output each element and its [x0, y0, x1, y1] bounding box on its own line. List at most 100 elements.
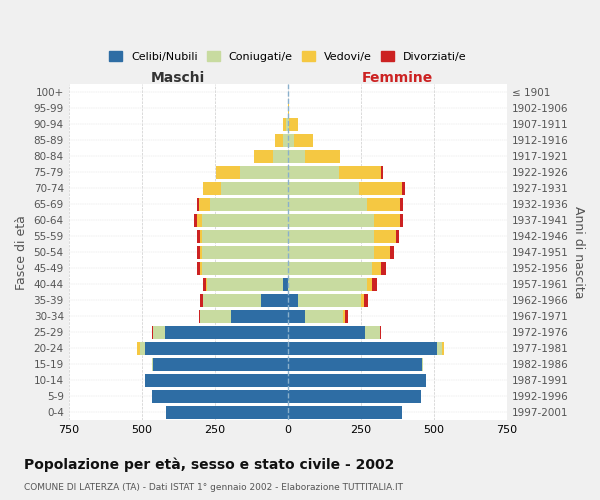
- Bar: [200, 246, 202, 259]
- Bar: [166, 406, 287, 418]
- Bar: [293, 134, 313, 147]
- Bar: [400, 198, 403, 211]
- Bar: [200, 294, 203, 307]
- Bar: [203, 182, 221, 195]
- Bar: [305, 310, 343, 323]
- Bar: [287, 262, 373, 275]
- Bar: [287, 118, 289, 131]
- Bar: [231, 310, 287, 323]
- Bar: [343, 310, 344, 323]
- Bar: [298, 294, 361, 307]
- Text: Femmine: Femmine: [362, 72, 433, 86]
- Bar: [154, 326, 165, 339]
- Bar: [197, 230, 200, 243]
- Bar: [287, 166, 339, 179]
- Bar: [401, 182, 404, 195]
- Bar: [287, 342, 437, 355]
- Bar: [140, 342, 145, 355]
- Bar: [287, 310, 305, 323]
- Bar: [287, 406, 401, 418]
- Bar: [199, 310, 200, 323]
- Bar: [203, 278, 206, 291]
- Bar: [165, 326, 287, 339]
- Bar: [199, 198, 211, 211]
- Bar: [197, 262, 200, 275]
- Bar: [152, 326, 154, 339]
- Bar: [200, 230, 202, 243]
- Bar: [262, 294, 287, 307]
- Bar: [442, 342, 444, 355]
- Bar: [287, 278, 367, 291]
- Bar: [381, 262, 386, 275]
- Bar: [365, 326, 380, 339]
- Bar: [400, 214, 403, 227]
- Bar: [202, 214, 287, 227]
- Bar: [206, 278, 208, 291]
- Bar: [211, 198, 287, 211]
- Bar: [287, 246, 374, 259]
- Bar: [344, 310, 347, 323]
- Bar: [287, 214, 374, 227]
- Legend: Celibi/Nubili, Coniugati/e, Vedovi/e, Divorziati/e: Celibi/Nubili, Coniugati/e, Vedovi/e, Di…: [104, 46, 471, 66]
- Bar: [145, 342, 287, 355]
- Bar: [374, 214, 400, 227]
- Bar: [197, 246, 200, 259]
- Bar: [287, 374, 427, 386]
- Bar: [287, 134, 293, 147]
- Bar: [194, 214, 197, 227]
- Bar: [437, 342, 442, 355]
- Bar: [287, 230, 374, 243]
- Bar: [203, 294, 262, 307]
- Bar: [221, 182, 287, 195]
- Bar: [202, 246, 287, 259]
- Bar: [305, 150, 340, 163]
- Bar: [287, 182, 359, 195]
- Bar: [374, 246, 390, 259]
- Y-axis label: Fasce di età: Fasce di età: [15, 215, 28, 290]
- Bar: [396, 230, 398, 243]
- Bar: [137, 342, 140, 355]
- Bar: [283, 278, 287, 291]
- Bar: [152, 358, 154, 371]
- Bar: [202, 230, 287, 243]
- Bar: [273, 150, 287, 163]
- Bar: [145, 374, 287, 386]
- Bar: [380, 326, 381, 339]
- Bar: [152, 390, 287, 402]
- Bar: [200, 262, 202, 275]
- Bar: [339, 166, 381, 179]
- Bar: [275, 134, 283, 147]
- Bar: [287, 150, 305, 163]
- Bar: [200, 310, 231, 323]
- Bar: [364, 294, 368, 307]
- Bar: [239, 166, 287, 179]
- Bar: [289, 118, 298, 131]
- Text: COMUNE DI LATERZA (TA) - Dati ISTAT 1° gennaio 2002 - Elaborazione TUTTITALIA.IT: COMUNE DI LATERZA (TA) - Dati ISTAT 1° g…: [24, 482, 403, 492]
- Bar: [361, 294, 364, 307]
- Bar: [287, 358, 422, 371]
- Bar: [374, 230, 396, 243]
- Bar: [254, 150, 273, 163]
- Bar: [367, 198, 400, 211]
- Bar: [197, 198, 199, 211]
- Bar: [359, 182, 401, 195]
- Bar: [287, 102, 289, 115]
- Bar: [390, 246, 394, 259]
- Bar: [197, 214, 202, 227]
- Y-axis label: Anni di nascita: Anni di nascita: [572, 206, 585, 298]
- Bar: [381, 166, 383, 179]
- Bar: [373, 262, 381, 275]
- Bar: [286, 118, 287, 131]
- Bar: [287, 294, 298, 307]
- Bar: [208, 278, 283, 291]
- Bar: [216, 166, 239, 179]
- Bar: [367, 278, 373, 291]
- Bar: [287, 326, 365, 339]
- Text: Popolazione per età, sesso e stato civile - 2002: Popolazione per età, sesso e stato civil…: [24, 458, 394, 472]
- Bar: [202, 262, 287, 275]
- Bar: [154, 358, 287, 371]
- Bar: [287, 390, 421, 402]
- Bar: [287, 198, 367, 211]
- Bar: [283, 134, 287, 147]
- Bar: [373, 278, 377, 291]
